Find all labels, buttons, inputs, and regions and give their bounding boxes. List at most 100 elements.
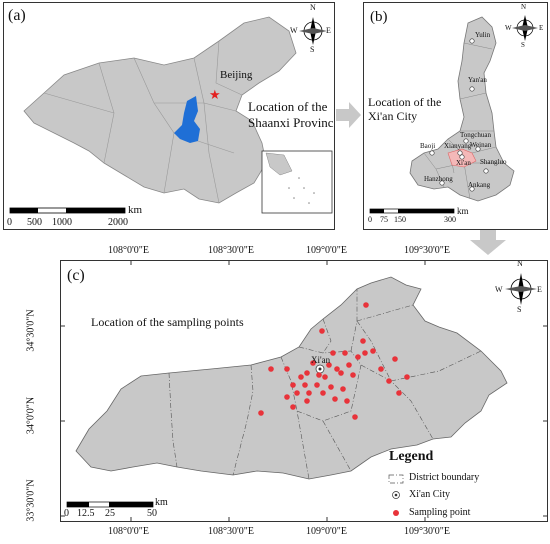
sampling-point: [350, 372, 356, 378]
city-label-baoji: Baoji: [420, 142, 436, 150]
panel-c-title: Location of the sampling points: [91, 315, 244, 329]
sampling-point: [362, 350, 368, 356]
sampling-point: [352, 414, 358, 420]
city-markers: [429, 38, 489, 192]
scale-tick: 75: [380, 215, 388, 224]
scale-tick: 2000: [108, 217, 128, 228]
sampling-point: [392, 356, 398, 362]
scale-tick: 12.5: [77, 508, 95, 519]
lon-label: 109°30'0"E: [404, 526, 450, 537]
lon-label: 108°30'0"E: [208, 245, 254, 256]
north-s: S: [517, 305, 522, 314]
city-label-shangluo: Shangluo: [480, 158, 507, 166]
lon-label: 109°30'0"E: [404, 245, 450, 256]
sampling-point: [322, 374, 328, 380]
scale-tick: 0: [368, 215, 372, 224]
panel-a-caption-2: Shaanxi Province: [248, 115, 335, 130]
sampling-point: [363, 302, 369, 308]
sampling-point: [346, 362, 352, 368]
sampling-point: [298, 374, 304, 380]
legend-item-sample: Sampling point: [409, 507, 471, 518]
sampling-point: [332, 396, 338, 402]
sampling-point: [404, 374, 410, 380]
arrow-b-to-c-icon: [470, 230, 506, 255]
sampling-point: [396, 390, 402, 396]
lon-label: 108°30'0"E: [208, 526, 254, 537]
arrow-a-to-b-icon: [336, 102, 361, 128]
city-label-tongchuan: Tongchuan: [460, 131, 492, 139]
scale-tick: 0: [7, 217, 12, 228]
panel-b-shaanxi-map: (b) Yulin Yan'an Tongchuan Weinan Xianya…: [363, 2, 548, 230]
scale-tick: 50: [147, 508, 157, 519]
sampling-point: [314, 382, 320, 388]
north-w: W: [495, 285, 503, 294]
sampling-point: [330, 350, 336, 356]
panel-a-tag: (a): [8, 7, 26, 24]
china-map-svg: ★: [9, 16, 333, 214]
panel-c-tag: (c): [67, 267, 85, 284]
shaanxi-map-svg: [369, 16, 515, 214]
panel-b-tag: (b): [370, 9, 388, 25]
legend-title: Legend: [389, 449, 434, 464]
sampling-point: [340, 386, 346, 392]
scale-tick: 1000: [52, 217, 72, 228]
panel-a-china-map: ★ (a) Beijing Location of the Shaanxi Pr…: [3, 2, 335, 230]
north-n: N: [521, 3, 527, 11]
north-w: W: [505, 24, 512, 32]
grid-ticks: [61, 261, 547, 521]
scale-tick: 25: [105, 508, 115, 519]
legend-item-boundary: District boundary: [409, 472, 480, 483]
xian-outline: [75, 276, 508, 480]
sampling-point: [342, 350, 348, 356]
lon-label: 108°0'0"E: [108, 245, 149, 256]
sampling-point: [370, 348, 376, 354]
north-arrow-icon: [299, 17, 327, 45]
beijing-label: Beijing: [220, 69, 253, 81]
sampling-point: [326, 362, 332, 368]
north-e: E: [537, 285, 542, 294]
sampling-point: [328, 384, 334, 390]
north-arrow-icon: [505, 273, 537, 305]
city-label-xian: Xi'an: [456, 159, 471, 167]
sampling-point: [378, 366, 384, 372]
city-label-weinan: Weinan: [470, 141, 492, 149]
city-label-ankang: Ankang: [468, 181, 491, 189]
sampling-point: [386, 378, 392, 384]
sampling-point: [268, 366, 274, 372]
legend-item-city: Xi'an City: [409, 489, 450, 500]
sampling-point: [284, 394, 290, 400]
xian-map-svg: [61, 261, 547, 521]
lat-label: 33°30'0"N: [25, 479, 37, 522]
scale-tick: 300: [444, 215, 456, 224]
sampling-point: [290, 404, 296, 410]
sampling-point: [294, 390, 300, 396]
north-arrow-icon: [512, 15, 538, 41]
sampling-point: [319, 328, 325, 334]
lon-label: 109°0'0"E: [306, 526, 347, 537]
sampling-point: [316, 372, 322, 378]
sampling-point: [304, 398, 310, 404]
sampling-point: [258, 410, 264, 416]
sampling-point: [355, 354, 361, 360]
city-label-yulin: Yulin: [475, 31, 491, 39]
panel-b-caption-1: Location of the: [368, 95, 442, 109]
panel-b-caption-2: Xi'an City: [368, 109, 418, 123]
sampling-point: [306, 390, 312, 396]
sampling-point: [284, 366, 290, 372]
scale-unit-b: km: [457, 206, 469, 216]
china-outline: [23, 16, 297, 204]
north-w: W: [290, 26, 298, 35]
shaanxi-highlight: [174, 96, 200, 143]
north-n: N: [517, 260, 523, 268]
legend-sample-icon: [393, 510, 399, 516]
city-label-xianyang: Xianyang: [444, 142, 472, 150]
scale-tick: 0: [64, 508, 69, 519]
scale-tick: 150: [394, 215, 406, 224]
city-label-yanan: Yan'an: [468, 76, 487, 84]
sampling-points: [258, 302, 410, 420]
lon-label: 108°0'0"E: [108, 526, 149, 537]
north-s: S: [310, 45, 315, 54]
north-e: E: [326, 26, 331, 35]
panel-c-xian-map: (c) Location of the sampling points Xi'a…: [60, 260, 548, 522]
lat-label: 34°0'0"N: [25, 396, 37, 435]
